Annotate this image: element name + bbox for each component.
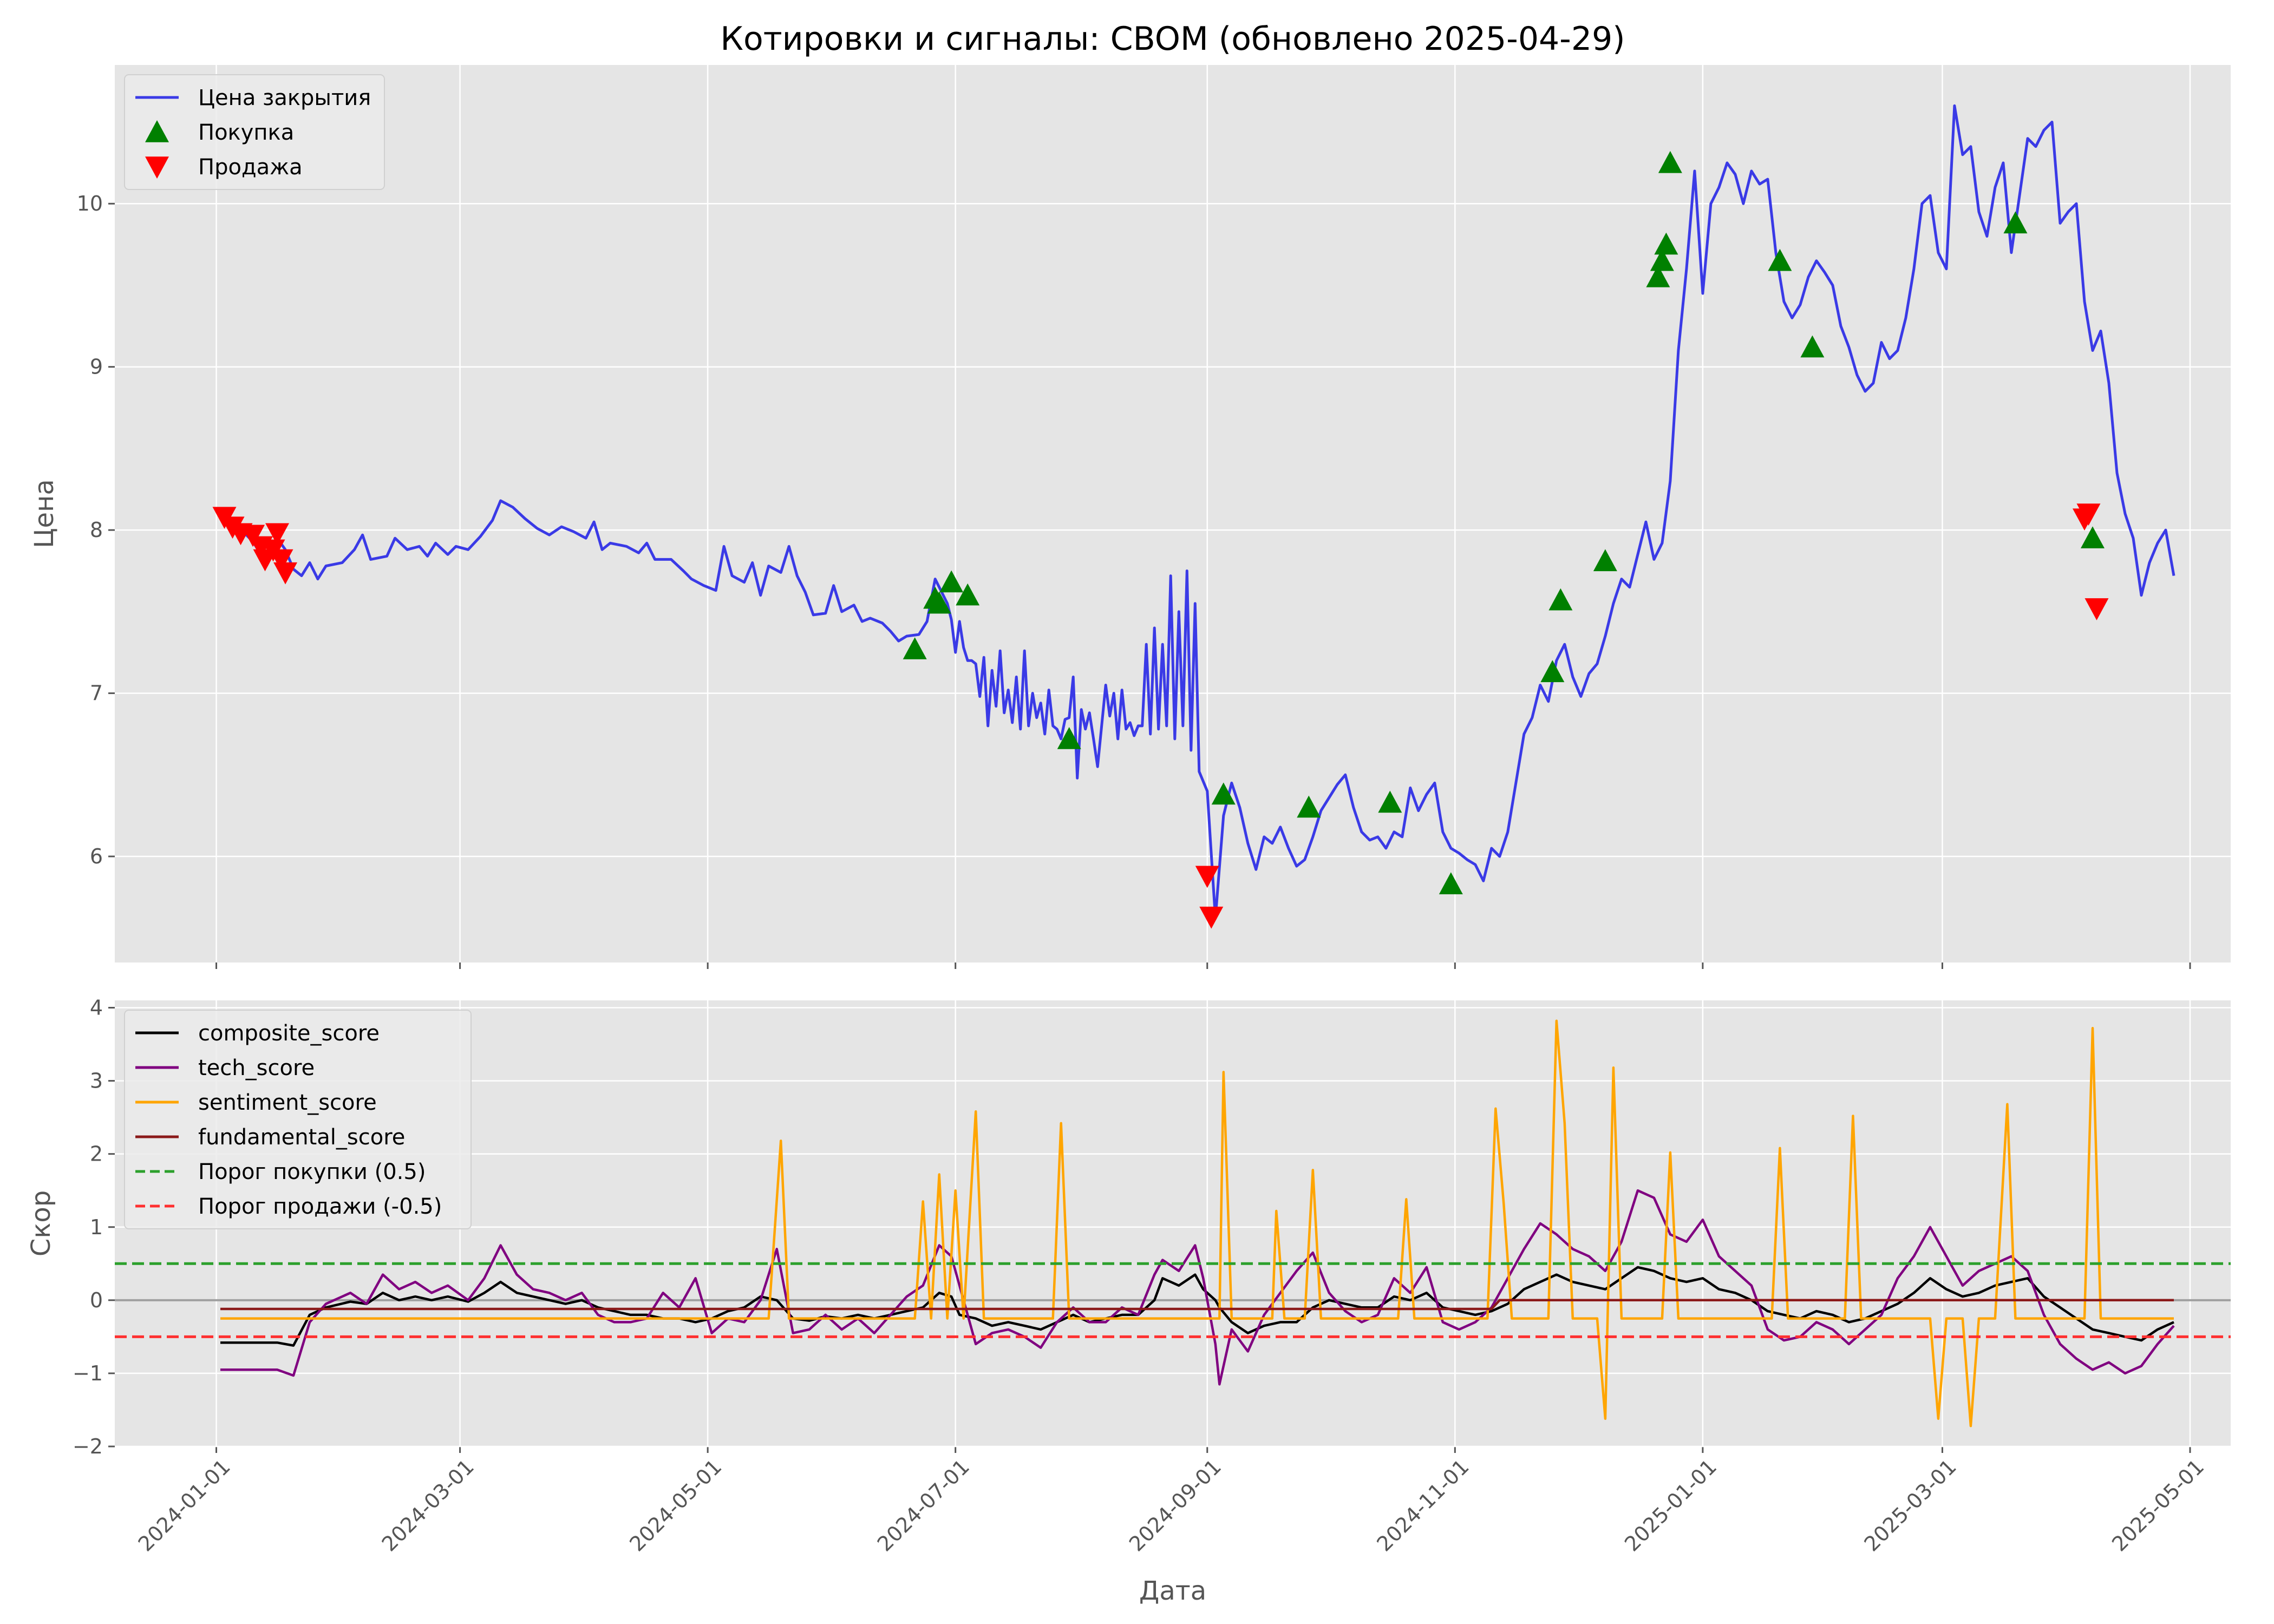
score-y-axis-label: Скор [26,1190,56,1256]
sell-marker [241,525,265,547]
sell-marker [269,549,293,572]
buy-marker [1650,248,1674,271]
legend-label: sentiment_score [198,1090,377,1115]
buy-marker [2080,526,2105,548]
sell-marker [1199,906,1224,929]
legend: Цена закрытия Покупка Продажа [124,74,385,190]
legend-label: fundamental_score [198,1125,405,1150]
buy-marker [1439,872,1463,895]
buy-marker [903,637,927,659]
y-tick-label: 7 [90,682,103,705]
score-panel: 2024-01-01 2024-03-01 2024-05-01 2024-07-01… [73,996,2231,1556]
legend-label: tech_score [198,1056,315,1081]
plot-area [115,65,2231,962]
legend-label: composite_score [198,1021,380,1046]
sell-marker [273,562,298,585]
plot-marks [212,104,2175,929]
y-tick-label: −1 [73,1361,103,1385]
series-line-sentiment_score [220,1019,2174,1427]
legend-swatch [145,120,169,142]
y-tick-label: 1 [90,1215,103,1239]
legend-swatch [145,156,169,179]
legend-box [124,1010,472,1229]
x-tick-label: 2024-09-01 [1125,1455,1226,1556]
legend-box [124,74,385,190]
chart-title: Котировки и сигналы: CBOM (обновлено 202… [720,20,1625,58]
buy-marker [1593,549,1617,572]
legend-label: Покупка [198,120,294,145]
y-tick-label: 4 [90,996,103,1020]
sell-marker [2076,503,2101,526]
buy-marker [1768,248,1792,271]
buy-marker [2003,211,2028,234]
buy-marker [939,570,964,593]
x-tick-label: 2024-05-01 [625,1455,726,1556]
x-tick-label: 2024-11-01 [1372,1455,1473,1556]
buy-marker [1540,660,1565,683]
series-line-composite_score [220,1266,2174,1347]
legend-label: Порог продажи (-0.5) [198,1194,442,1219]
x-tick-label: 2024-07-01 [873,1455,974,1556]
price-panel: 6 7 8 9 10 Цена закрытия Покупка Продажа [77,65,2231,969]
y-tick-label: −2 [73,1435,103,1458]
legend: composite_score tech_score sentiment_score… [124,1010,472,1229]
sell-marker [1195,866,1219,888]
buy-marker [927,591,951,614]
buy-marker [1646,265,1670,287]
y-tick-label: 9 [90,355,103,379]
buy-marker [1658,150,1682,173]
y-tick-label: 6 [90,844,103,868]
price-y-axis-label: Цена [29,479,60,548]
sell-marker [2084,598,2109,620]
x-tick-label: 2025-01-01 [1620,1455,1721,1556]
x-tick-label: 2025-03-01 [1860,1455,1961,1556]
legend-label: Цена закрытия [198,86,371,110]
plot-marks [115,1019,2231,1427]
series-line- [219,104,2175,920]
buy-marker [1654,232,1678,255]
sell-marker [265,523,290,546]
buy-marker [1548,588,1573,611]
legend-label: Продажа [198,155,303,180]
buy-marker [1378,790,1402,813]
buy-marker [1211,782,1236,805]
buy-marker [1057,727,1081,749]
y-tick-label: 3 [90,1069,103,1093]
x-tick-label: 2025-05-01 [2107,1455,2208,1556]
x-tick-label: 2024-01-01 [134,1455,235,1556]
x-tick-label: 2024-03-01 [377,1455,479,1556]
buy-marker [1297,795,1321,818]
date-x-axis-label: Дата [1139,1576,1206,1606]
y-tick-label: 0 [90,1288,103,1312]
legend-label: Порог покупки (0.5) [198,1160,426,1184]
series-line-tech_score [220,1189,2175,1386]
y-tick-label: 2 [90,1142,103,1166]
buy-marker [1800,335,1825,358]
buy-marker [956,583,980,606]
y-tick-label: 10 [77,192,103,215]
y-tick-label: 8 [90,518,103,542]
series-line-fundamental_score [220,1299,2174,1311]
